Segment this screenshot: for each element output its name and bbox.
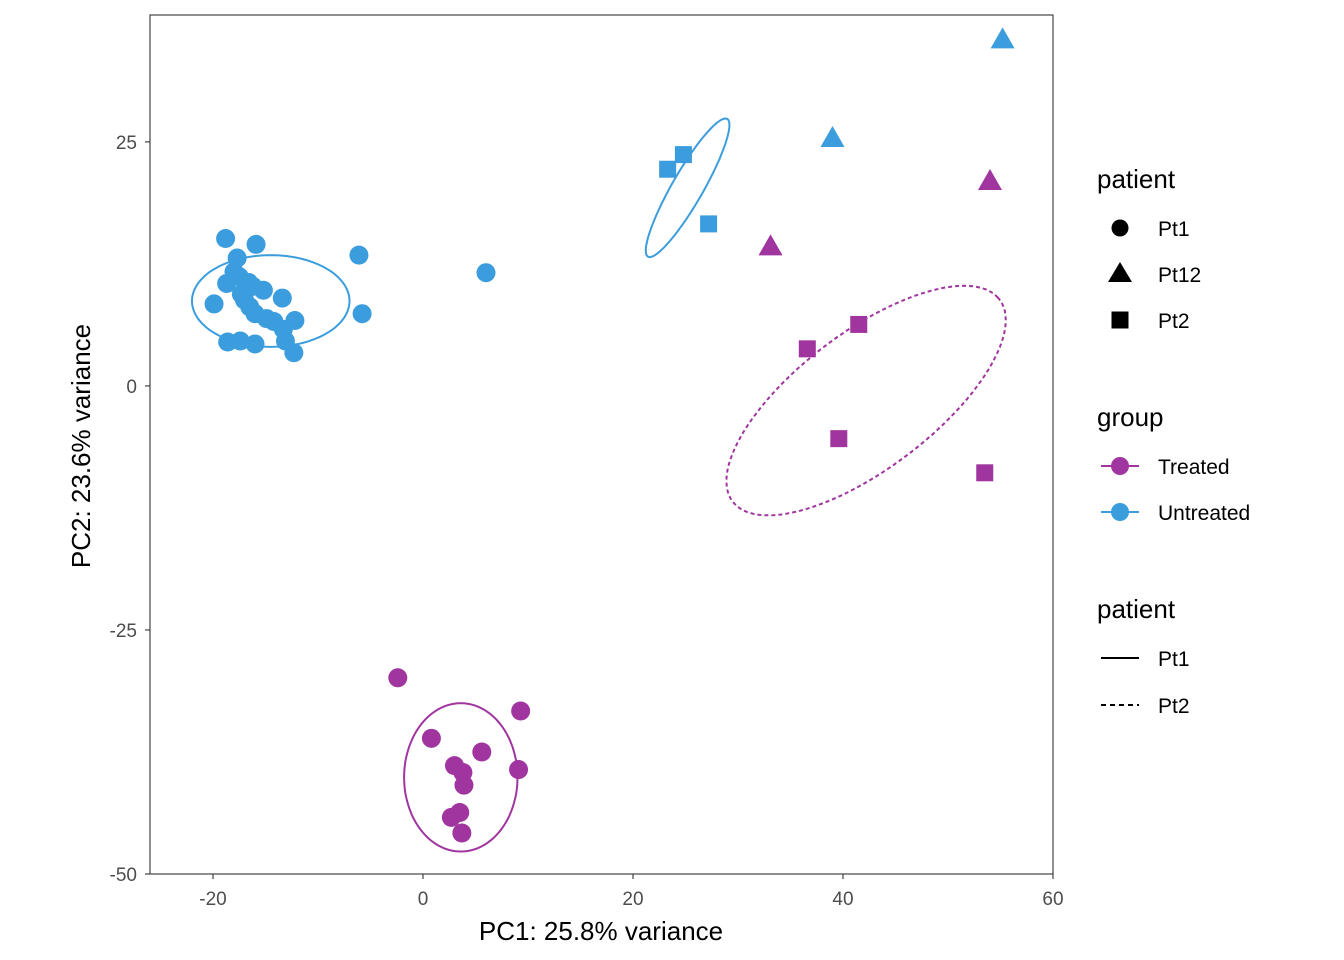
legend-title: patient [1097,164,1176,194]
point-treated-pt2 [850,315,868,333]
x-tick-label: -20 [199,889,226,910]
y-tick-label: 25 [116,133,137,154]
plot-panel [149,14,1054,875]
point-untreated-pt1 [253,280,273,300]
legend-title: group [1097,402,1164,432]
point-treated-pt1 [509,760,529,780]
point-treated-pt1 [452,823,472,843]
point-untreated-pt2 [674,146,692,164]
y-axis-title: PC2: 23.6% variance [66,324,96,568]
legend-label: Pt2 [1158,310,1190,333]
legend-label: Untreated [1158,502,1250,525]
x-tick-label: 40 [832,889,853,910]
legend-label: Pt2 [1158,695,1190,718]
y-tick-label: -50 [110,865,137,886]
point-untreated-pt1 [230,331,250,351]
legend-title: patient [1097,594,1176,624]
point-treated-pt1 [454,775,474,795]
x-axis-ticks: -20 0 20 40 60 [199,874,1064,910]
x-tick-label: 60 [1042,889,1063,910]
point-untreated-pt1 [352,304,372,324]
ellipse-untreated-pt1 [190,254,351,348]
point-treated-pt1 [472,742,492,762]
point-treated-pt12 [758,234,783,256]
point-treated-pt2 [976,464,994,482]
legend-key-square [1111,311,1129,329]
point-treated-pt1 [388,668,408,688]
point-treated-pt2 [830,430,848,448]
point-untreated-pt1 [272,288,292,308]
point-untreated-pt1 [284,343,304,363]
point-treated-pt12 [978,168,1002,190]
point-untreated-pt12 [990,27,1015,49]
point-untreated-pt1 [245,334,265,354]
point-untreated-pt1 [476,263,496,283]
point-untreated-pt2 [659,160,677,178]
y-axis-ticks: -50 -25 0 25 [110,133,150,886]
ellipse-untreated-pt2 [644,117,731,259]
x-axis-title: PC1: 25.8% variance [479,916,723,946]
y-tick-label: 0 [126,377,137,398]
point-untreated-pt1 [216,229,236,249]
x-tick-label: 0 [418,889,429,910]
legend-patient-linetype: patient Pt1 Pt2 [1097,594,1190,718]
legend-label: Pt1 [1158,648,1190,671]
x-tick-label: 20 [622,889,643,910]
point-treated-pt2 [798,340,816,358]
y-tick-label: -25 [110,621,137,642]
point-untreated-pt1 [246,234,266,254]
points-layer [204,27,1015,843]
legend-key-circle [1111,219,1129,237]
legend-group: group Treated Untreated [1097,402,1250,525]
legend-label: Pt12 [1158,264,1201,287]
ellipses-layer [190,117,1007,853]
point-untreated-pt12 [820,125,845,147]
point-untreated-pt1 [285,311,305,331]
point-untreated-pt2 [700,215,718,233]
point-treated-pt1 [511,701,531,721]
point-untreated-pt1 [204,294,224,314]
legend-key-untreated [1111,503,1129,521]
legend-key-treated [1111,457,1129,475]
legend-key-triangle [1108,262,1132,282]
legend-label: Treated [1158,456,1230,479]
legend-label: Pt1 [1158,218,1190,241]
legend-patient-shape: patient Pt1 Pt12 Pt2 [1097,164,1201,333]
point-treated-pt1 [421,728,441,748]
point-untreated-pt1 [349,245,369,265]
point-treated-pt1 [450,803,470,823]
ellipse-treated-pt2 [725,284,1007,517]
ellipse-treated-pt1 [403,702,519,853]
